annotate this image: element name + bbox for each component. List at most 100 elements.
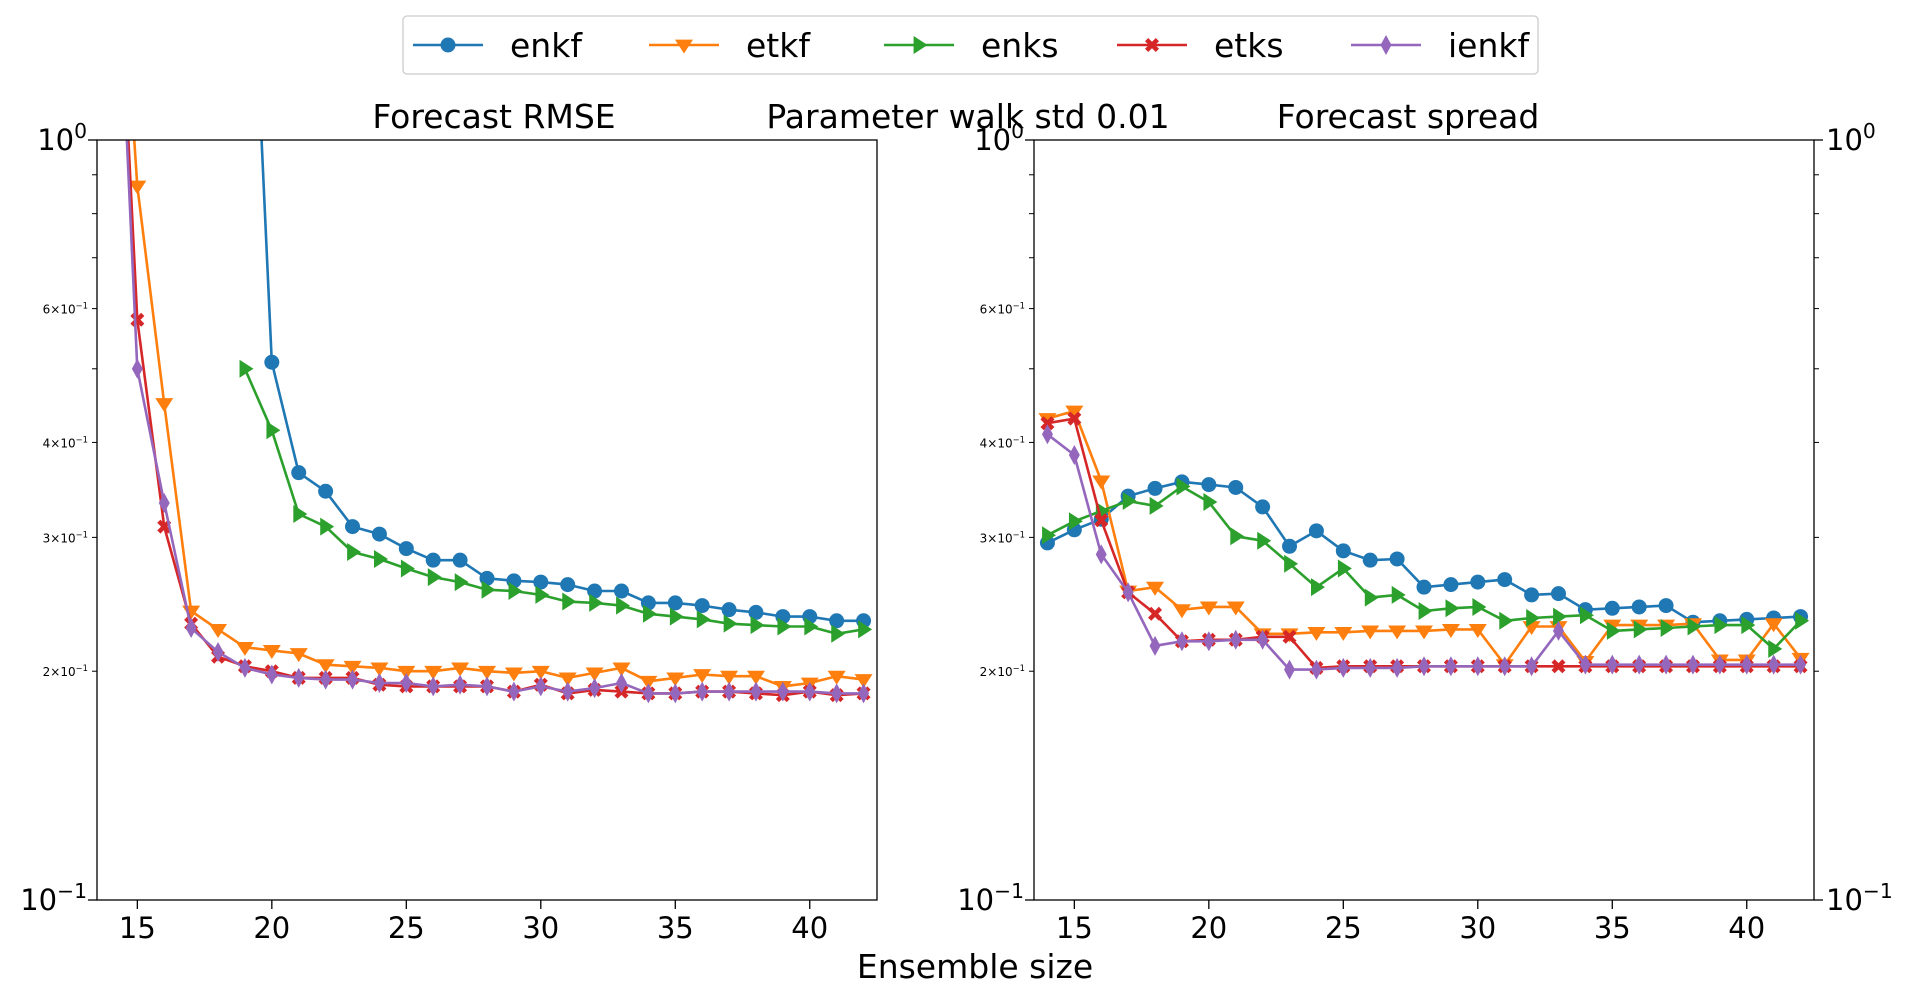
data-point-enkf [1201,477,1217,493]
data-point-ienkf [239,657,251,678]
data-point-ienkf [1660,654,1672,675]
y-major-tick-label: 100 [974,119,1024,157]
data-point-enkf [425,552,441,568]
x-tick-label: 20 [1190,911,1227,945]
data-point-enks [1499,611,1514,630]
data-point-etkf [1092,475,1111,490]
data-point-enks [1714,616,1729,635]
data-point-enkf [291,465,307,481]
axes-frame [1033,139,1815,901]
data-point-etkf [639,675,658,690]
data-point-etkf [289,648,308,663]
data-point-ienkf [454,674,466,695]
data-point-enks [616,596,631,615]
legend-label-etks: etks [1214,26,1284,65]
data-point-ienkf [427,676,439,697]
data-point-enks [1553,607,1568,626]
data-point-ienkf [589,678,601,699]
legend-entry-enkf: enkf [413,26,583,65]
data-point-enks [1579,606,1594,625]
data-point-enks [1311,578,1325,597]
data-point-ienkf [615,672,627,693]
data-point-enks [696,610,711,629]
data-point-enks [374,549,388,568]
data-point-enkf [345,519,361,535]
data-point-enks [642,604,657,623]
data-point-enks [1176,477,1191,496]
data-point-enks [1526,608,1541,627]
data-point-enks [427,568,442,587]
data-point-enkf [1658,598,1674,614]
spread-panel: 2×10−1 3×10−1 4×10−1 6×10−1 10−1 10−1 100 100 15… [957,119,1893,945]
data-point-enks [535,585,550,604]
data-point-enkf [1282,538,1298,554]
data-point-ienkf [158,492,170,513]
data-point-ienkf [1552,620,1564,641]
data-point-etkf [1146,581,1165,596]
data-point-ienkf [347,669,359,690]
data-point-enks [1391,585,1406,604]
data-point-ienkf [1203,631,1215,652]
data-point-etkf [343,660,362,675]
data-point-enks [1660,618,1675,637]
data-point-enks [1284,554,1299,573]
data-point-enks [1445,599,1460,618]
data-point-etkf [1764,618,1783,633]
data-point-ienkf [669,683,681,704]
data-point-etkf [1307,626,1326,641]
data-point-enks [1741,616,1756,635]
data-point-enkf [318,483,334,499]
data-point-ienkf [777,681,789,702]
data-point-enks [1149,496,1164,515]
data-point-ienkf [1579,654,1591,675]
data-point-ienkf [1257,629,1269,650]
data-point-ienkf [1284,659,1296,680]
data-point-etkf [370,662,389,677]
rmse-panel: 2×10−1 3×10−1 4×10−1 6×10−1 10−1 100 15 20 25 30 3… [20,119,878,945]
data-point-ienkf [1472,656,1484,677]
data-point-enks [1687,617,1702,636]
data-point-enks [750,616,765,635]
data-point-enkf [371,526,387,542]
data-point-enkf [1362,552,1378,568]
data-point-enkf [1524,587,1540,603]
data-point-enkf [1604,600,1620,616]
data-point-enkf [560,577,576,593]
y-minor-tick-label: 3×10−1 [980,529,1025,545]
y-minor-tick-label: 6×10−1 [980,301,1025,317]
data-point-enkf [1497,572,1513,588]
x-tick-label: 30 [1459,911,1496,945]
data-point-etkf [585,667,604,682]
data-point-etks [1040,416,1055,431]
data-point-enks [266,421,281,440]
data-point-etkf [1468,624,1487,638]
y-major-tick-label-right: 100 [1826,119,1876,157]
data-point-enkf [1550,586,1566,602]
data-point-etkf [262,645,281,659]
data-point-etkf [693,669,712,684]
data-point-ienkf [1041,424,1053,445]
x-tick-label: 40 [1728,911,1765,945]
data-point-ienkf [1310,659,1322,680]
data-point-enks [1203,492,1218,511]
data-point-enks [293,505,308,524]
data-point-etkf [746,670,765,685]
series-line-enks [243,368,864,636]
legend-label-enkf: enkf [510,26,583,65]
data-point-ienkf [1445,656,1457,677]
data-point-enks [508,582,523,601]
data-point-etkf [1361,625,1380,640]
y-minor-tick-label: 6×10−1 [43,301,88,317]
data-point-ienkf [858,683,870,704]
y-major-tick-label: 100 [37,119,87,157]
data-point-enks [1068,512,1083,531]
data-point-etkf [128,180,147,195]
data-point-etkf [1388,625,1407,640]
data-point-enkf [748,604,764,620]
series-ienkf [1041,424,1807,680]
data-point-etkf [1199,601,1218,616]
x-tick-label: 35 [1594,911,1631,945]
data-point-etkf [720,670,739,685]
series-etkf [1038,405,1810,674]
